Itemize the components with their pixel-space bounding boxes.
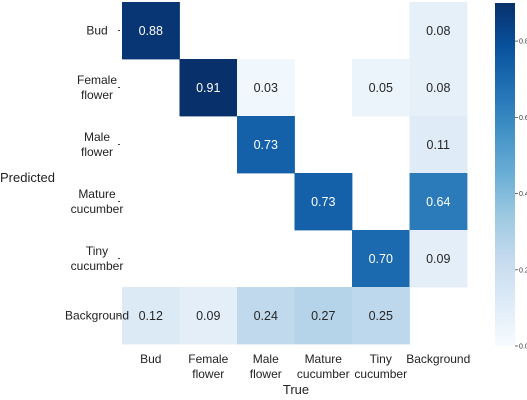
cell-value-label: 0.09 [426, 252, 450, 266]
cell-value-label: 0.64 [426, 195, 450, 209]
y-tick-label: Background [65, 309, 129, 323]
x-tick-label: Background [406, 352, 470, 366]
heatmap-cell [237, 59, 295, 117]
colorbar-gradient [495, 3, 515, 346]
x-tick-label: Male flower [250, 352, 282, 381]
heatmap-cell [122, 2, 180, 60]
cell-value-label: 0.11 [427, 138, 450, 152]
y-tick-label: Bud [86, 24, 107, 38]
cell-value-label: 0.08 [426, 24, 450, 38]
heatmap-cell [352, 59, 410, 117]
colorbar-tick-label: 0.8 [519, 39, 527, 46]
heatmap-cells [122, 2, 468, 345]
cell-value-label: 0.09 [196, 309, 220, 323]
x-tick-label: Mature cucumber [297, 352, 350, 381]
colorbar-tick-label: 0.4 [519, 191, 527, 198]
cell-value-label: 0.25 [369, 309, 393, 323]
cell-value-label: 0.88 [139, 24, 163, 38]
cell-value-label: 0.24 [254, 309, 278, 323]
cell-value-label: 0.03 [254, 81, 278, 95]
cell-value-label: 0.27 [311, 309, 335, 323]
heatmap-cell [294, 287, 353, 345]
x-tick-label: Female flower [188, 352, 228, 381]
heatmap-cell [409, 116, 468, 174]
y-tick-label: Female flower [77, 73, 117, 102]
heatmap-cell [409, 2, 468, 60]
cell-value-label: 0.12 [139, 309, 163, 323]
heatmap-cell [352, 230, 410, 288]
colorbar-tick-label: 0.0 [519, 344, 527, 351]
heatmap-cell [294, 173, 353, 231]
y-tick-label: Tiny cucumber [71, 244, 124, 273]
heatmap-cell [179, 59, 238, 117]
heatmap-cell [237, 116, 295, 174]
heatmap-cell [409, 59, 468, 117]
x-tick-label: Bud [140, 352, 161, 366]
cell-value-label: 0.70 [369, 252, 393, 266]
cell-value-label: 0.73 [311, 195, 335, 209]
y-axis-label: Predicted [0, 170, 55, 185]
cell-value-label: 0.05 [369, 81, 393, 95]
heatmap-cell [409, 230, 468, 288]
cell-value-label: 0.91 [196, 81, 220, 95]
colorbar-tick-label: 0.2 [519, 267, 527, 274]
colorbar: 0.0 0.2 0.4 0.6 0.8 [495, 3, 527, 351]
x-axis-label: True [283, 382, 309, 397]
x-tick-label: Tiny cucumber [354, 352, 407, 381]
heatmap-cell [409, 173, 468, 231]
y-axis-ticks: Bud Female flower Male flower Mature cucumber T… [65, 24, 129, 323]
heatmap-cell [179, 287, 238, 345]
cell-value-label: 0.73 [254, 138, 278, 152]
y-tick-label: Mature cucumber [71, 187, 124, 216]
heatmap-cell-labels: 0.88 0.08 0.91 0.03 0.05 0.08 0.73 0.11 0.73 0.64… [139, 24, 451, 323]
cell-value-label: 0.08 [426, 81, 450, 95]
heatmap-cell [237, 287, 295, 345]
heatmap-cell [352, 287, 410, 345]
x-axis-ticks: Bud Female flower Male flower Mature cucumberT… [140, 352, 470, 381]
heatmap-cell [122, 287, 180, 345]
colorbar-tick-label: 0.6 [519, 115, 527, 122]
y-tick-label: Male flower [81, 130, 113, 159]
